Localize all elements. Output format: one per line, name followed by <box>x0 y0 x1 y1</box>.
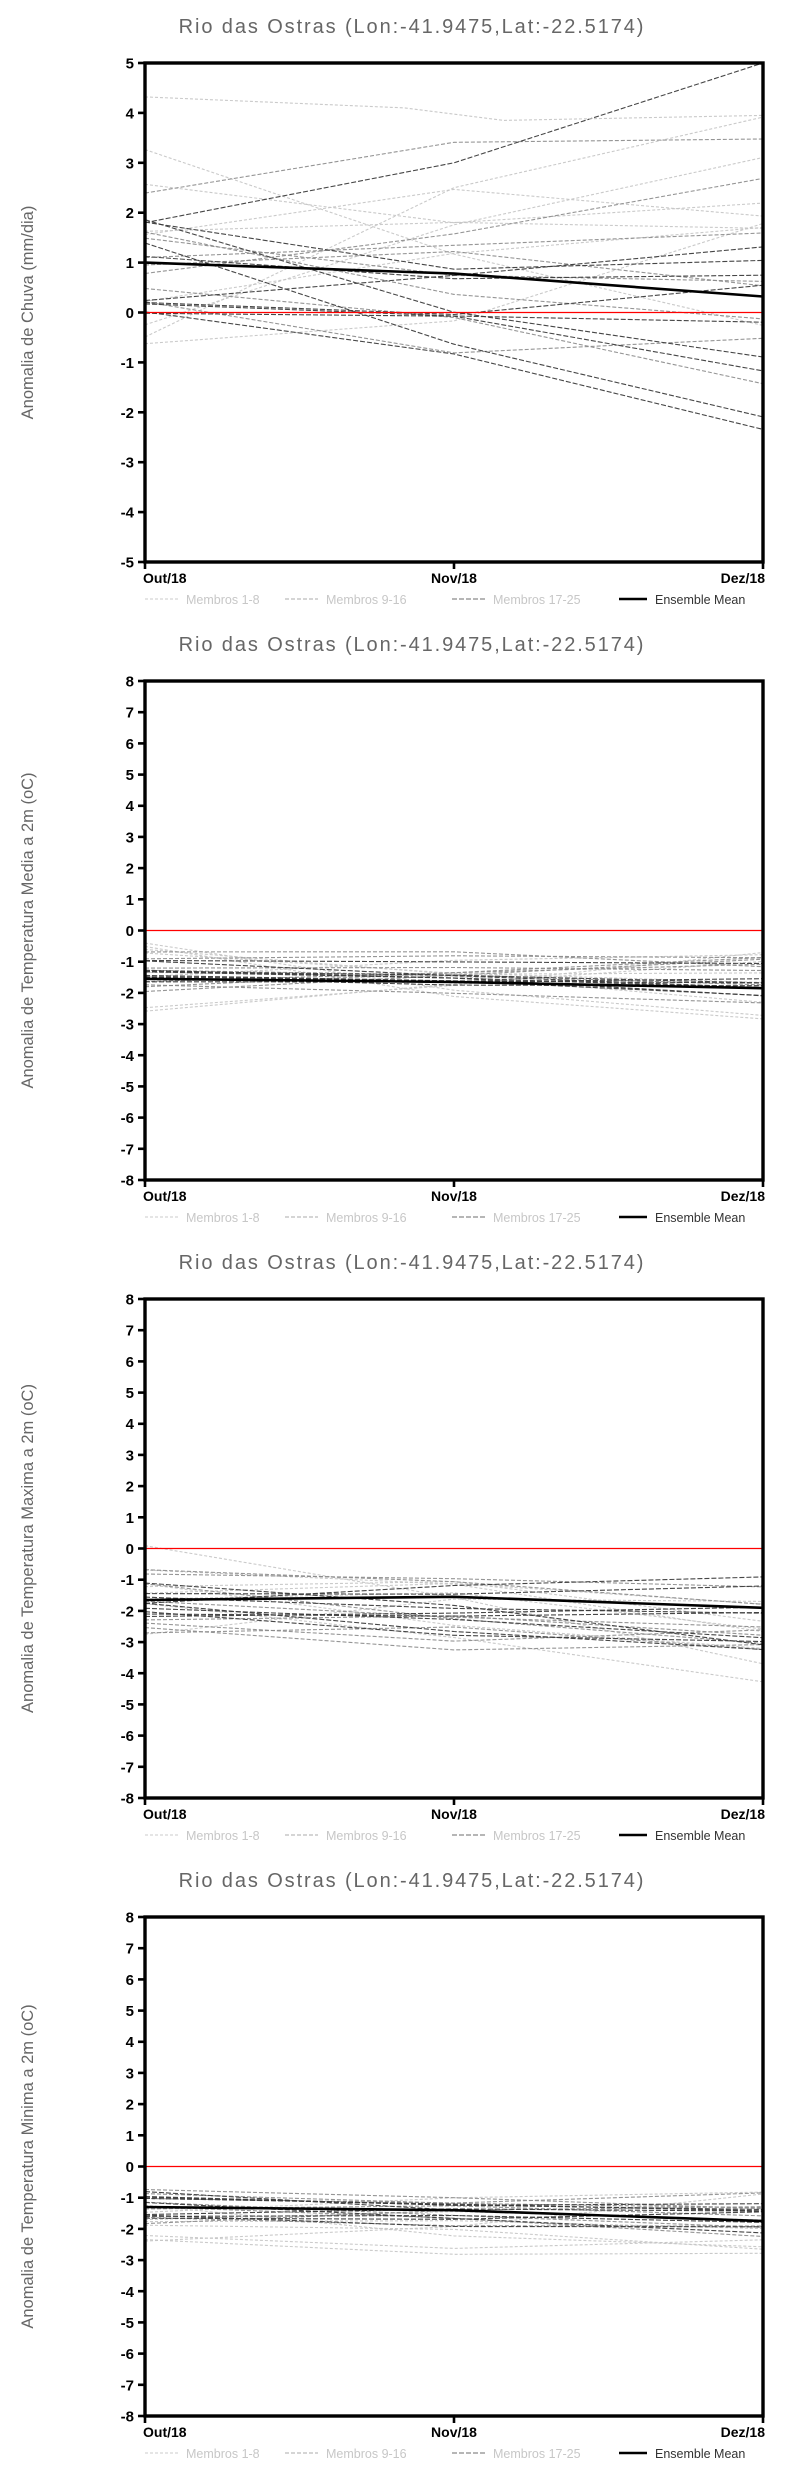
svg-text:8: 8 <box>126 674 134 691</box>
svg-text:6: 6 <box>126 1354 134 1371</box>
svg-text:1: 1 <box>126 2128 134 2145</box>
svg-text:3: 3 <box>126 155 134 172</box>
svg-text:Out/18: Out/18 <box>143 1188 187 1204</box>
svg-text:Membros 9-16: Membros 9-16 <box>326 1211 407 1225</box>
svg-text:-1: -1 <box>121 355 134 372</box>
svg-text:-8: -8 <box>121 1173 134 1190</box>
svg-text:Out/18: Out/18 <box>143 1806 187 1822</box>
svg-text:Membros 17-25: Membros 17-25 <box>493 1211 581 1225</box>
svg-text:Dez/18: Dez/18 <box>721 1188 766 1204</box>
svg-text:-5: -5 <box>121 2315 134 2332</box>
svg-text:-3: -3 <box>121 1017 134 1034</box>
svg-text:-3: -3 <box>121 1635 134 1652</box>
svg-text:8: 8 <box>126 1292 134 1309</box>
svg-text:-2: -2 <box>121 405 134 422</box>
svg-text:2: 2 <box>126 1479 134 1496</box>
svg-text:-1: -1 <box>121 954 134 971</box>
svg-text:0: 0 <box>126 305 134 322</box>
svg-text:6: 6 <box>126 736 134 753</box>
svg-text:5: 5 <box>126 2003 134 2020</box>
svg-text:-7: -7 <box>121 1141 134 1158</box>
svg-text:4: 4 <box>126 1416 135 1433</box>
svg-text:Nov/18: Nov/18 <box>431 2424 477 2440</box>
svg-text:7: 7 <box>126 1323 134 1340</box>
svg-text:Ensemble Mean: Ensemble Mean <box>655 593 745 607</box>
svg-text:Ensemble Mean: Ensemble Mean <box>655 1211 745 1225</box>
svg-text:3: 3 <box>126 829 134 846</box>
svg-text:Ensemble Mean: Ensemble Mean <box>655 1829 745 1843</box>
svg-text:-1: -1 <box>121 2190 134 2207</box>
svg-text:Anomalia de Temperatura Minima: Anomalia de Temperatura Minima a 2m (oC) <box>19 2004 37 2328</box>
svg-text:Membros 9-16: Membros 9-16 <box>326 2447 407 2461</box>
svg-text:Out/18: Out/18 <box>143 570 187 586</box>
svg-text:Anomalia de Chuva (mm/dia): Anomalia de Chuva (mm/dia) <box>19 206 37 420</box>
svg-text:Membros 17-25: Membros 17-25 <box>493 2447 581 2461</box>
svg-text:-4: -4 <box>121 1048 135 1065</box>
svg-text:5: 5 <box>126 767 134 784</box>
svg-text:-3: -3 <box>121 2253 134 2270</box>
svg-text:-7: -7 <box>121 1759 134 1776</box>
svg-text:-2: -2 <box>121 985 134 1002</box>
svg-text:-2: -2 <box>121 2221 134 2238</box>
svg-text:Rio das Ostras (Lon:-41.9475,L: Rio das Ostras (Lon:-41.9475,Lat:-22.517… <box>179 16 646 38</box>
svg-text:0: 0 <box>126 923 134 940</box>
svg-text:Rio das Ostras (Lon:-41.9475,L: Rio das Ostras (Lon:-41.9475,Lat:-22.517… <box>179 634 646 656</box>
svg-text:Rio das Ostras (Lon:-41.9475,L: Rio das Ostras (Lon:-41.9475,Lat:-22.517… <box>179 1252 646 1274</box>
svg-text:5: 5 <box>126 1385 134 1402</box>
svg-text:1: 1 <box>126 1510 134 1527</box>
svg-text:Nov/18: Nov/18 <box>431 1806 477 1822</box>
svg-text:Nov/18: Nov/18 <box>431 570 477 586</box>
svg-text:Out/18: Out/18 <box>143 2424 187 2440</box>
svg-text:-4: -4 <box>121 2284 135 2301</box>
svg-text:6: 6 <box>126 1972 134 1989</box>
svg-text:Rio das Ostras (Lon:-41.9475,L: Rio das Ostras (Lon:-41.9475,Lat:-22.517… <box>179 1870 646 1892</box>
svg-text:3: 3 <box>126 1447 134 1464</box>
svg-text:1: 1 <box>126 892 134 909</box>
svg-text:3: 3 <box>126 2065 134 2082</box>
svg-text:7: 7 <box>126 1941 134 1958</box>
svg-text:Membros 17-25: Membros 17-25 <box>493 1829 581 1843</box>
svg-text:Nov/18: Nov/18 <box>431 1188 477 1204</box>
svg-text:Membros 1-8: Membros 1-8 <box>186 1211 260 1225</box>
svg-text:-5: -5 <box>121 1697 134 1714</box>
svg-text:Membros 1-8: Membros 1-8 <box>186 593 260 607</box>
svg-text:8: 8 <box>126 1910 134 1927</box>
svg-text:Dez/18: Dez/18 <box>721 1806 766 1822</box>
svg-text:2: 2 <box>126 2097 134 2114</box>
svg-text:Membros 1-8: Membros 1-8 <box>186 2447 260 2461</box>
svg-text:Anomalia de Temperatura Maxima: Anomalia de Temperatura Maxima a 2m (oC) <box>19 1384 37 1713</box>
svg-text:4: 4 <box>126 105 135 122</box>
svg-text:Membros 9-16: Membros 9-16 <box>326 593 407 607</box>
svg-text:0: 0 <box>126 1541 134 1558</box>
svg-text:Anomalia de Temperatura Media: Anomalia de Temperatura Media a 2m (oC) <box>19 772 37 1088</box>
svg-text:Membros 1-8: Membros 1-8 <box>186 1829 260 1843</box>
svg-text:-5: -5 <box>121 1079 134 1096</box>
svg-text:-6: -6 <box>121 1110 134 1127</box>
svg-text:5: 5 <box>126 56 134 73</box>
svg-text:-2: -2 <box>121 1603 134 1620</box>
svg-text:-4: -4 <box>121 1666 135 1683</box>
svg-text:Dez/18: Dez/18 <box>721 2424 766 2440</box>
svg-text:Membros 17-25: Membros 17-25 <box>493 593 581 607</box>
svg-text:4: 4 <box>126 798 135 815</box>
svg-text:-1: -1 <box>121 1572 134 1589</box>
svg-text:0: 0 <box>126 2159 134 2176</box>
svg-text:-3: -3 <box>121 455 134 472</box>
svg-text:-4: -4 <box>121 505 135 522</box>
svg-text:Ensemble Mean: Ensemble Mean <box>655 2447 745 2461</box>
svg-text:-5: -5 <box>121 555 134 572</box>
svg-text:-8: -8 <box>121 2409 134 2426</box>
svg-text:-8: -8 <box>121 1791 134 1808</box>
svg-text:2: 2 <box>126 205 134 222</box>
svg-text:1: 1 <box>126 255 134 272</box>
svg-text:-6: -6 <box>121 2346 134 2363</box>
svg-text:Dez/18: Dez/18 <box>721 570 766 586</box>
svg-text:7: 7 <box>126 705 134 722</box>
svg-text:-6: -6 <box>121 1728 134 1745</box>
svg-text:-7: -7 <box>121 2377 134 2394</box>
svg-text:4: 4 <box>126 2034 135 2051</box>
svg-text:Membros 9-16: Membros 9-16 <box>326 1829 407 1843</box>
svg-text:2: 2 <box>126 861 134 878</box>
